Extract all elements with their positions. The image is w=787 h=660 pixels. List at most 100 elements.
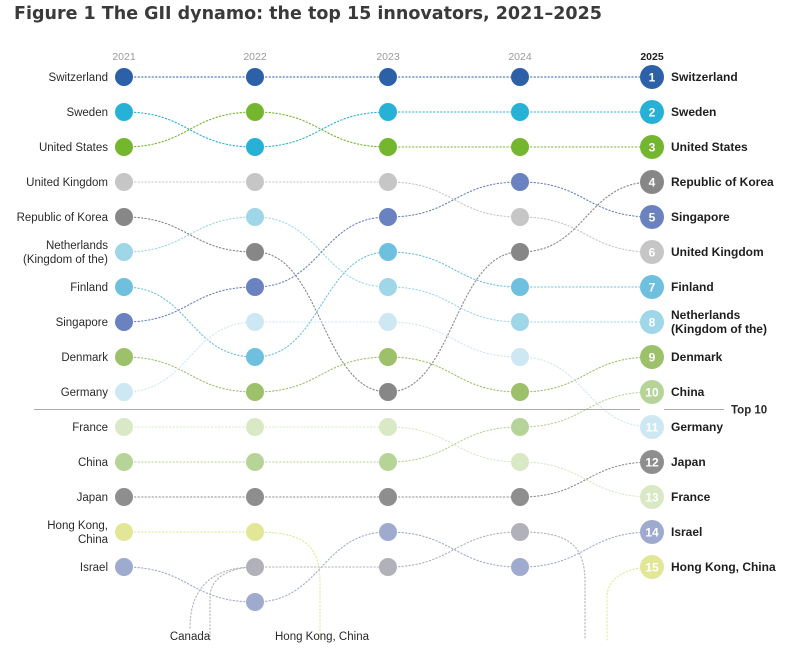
link-united-states-2022: [254, 111, 389, 148]
dot-singapore-2022[interactable]: [246, 278, 264, 296]
link-france-2024: [519, 461, 653, 498]
dot-switzerland-2021[interactable]: [115, 68, 133, 86]
dot-japan-2023[interactable]: [379, 488, 397, 506]
left-label-germany: Germany: [61, 387, 109, 399]
dot-netherlands-kingdom-of-the-2023[interactable]: [379, 278, 397, 296]
rank-denmark: 9: [649, 350, 656, 364]
dot-finland-2023[interactable]: [379, 243, 397, 261]
dot-sweden-2025[interactable]: [640, 100, 664, 124]
connector-lines: [123, 76, 653, 641]
dot-japan-2022[interactable]: [246, 488, 264, 506]
link-singapore-2024: [519, 181, 653, 218]
dot-denmark-2021[interactable]: [115, 348, 133, 366]
dot-sweden-2022[interactable]: [246, 138, 264, 156]
dot-united-kingdom-2022[interactable]: [246, 173, 264, 191]
left-label-united-kingdom: United Kingdom: [26, 177, 108, 189]
dot-hong-kong-china-2021[interactable]: [115, 523, 133, 541]
dot-france-2024[interactable]: [511, 453, 529, 471]
exit-hong-kong-china: [254, 531, 321, 641]
dot-sweden-2024[interactable]: [511, 103, 529, 121]
dot-hong-kong-china-2022[interactable]: [246, 523, 264, 541]
dot-united-kingdom-2025[interactable]: [640, 240, 664, 264]
dot-israel-2023[interactable]: [379, 523, 397, 541]
dot-denmark-2025[interactable]: [640, 345, 664, 369]
dot-united-kingdom-2021[interactable]: [115, 173, 133, 191]
dot-republic-of-korea-2024[interactable]: [511, 243, 529, 261]
dot-finland-2025[interactable]: [640, 275, 664, 299]
dot-united-kingdom-2024[interactable]: [511, 208, 529, 226]
dot-france-2023[interactable]: [379, 418, 397, 436]
dot-united-states-2021[interactable]: [115, 138, 133, 156]
dot-hong-kong-china-2025[interactable]: [640, 555, 664, 579]
dot-china-2025[interactable]: [640, 380, 664, 404]
dot-germany-2025[interactable]: [640, 415, 664, 439]
rank-finland: 7: [649, 280, 656, 294]
dot-republic-of-korea-2022[interactable]: [246, 243, 264, 261]
link-united-states-2021: [123, 111, 256, 148]
dot-republic-of-korea-2025[interactable]: [640, 170, 664, 194]
dot-canada-2024[interactable]: [511, 523, 529, 541]
dot-singapore-2024[interactable]: [511, 173, 529, 191]
dot-japan-2021[interactable]: [115, 488, 133, 506]
dot-netherlands-kingdom-of-the-2024[interactable]: [511, 313, 529, 331]
dot-china-2023[interactable]: [379, 453, 397, 471]
dot-china-2021[interactable]: [115, 453, 133, 471]
dot-republic-of-korea-2023[interactable]: [379, 383, 397, 401]
link-france-2023: [387, 426, 521, 463]
dot-france-2021[interactable]: [115, 418, 133, 436]
exit-canada: [519, 531, 586, 641]
dot-sweden-2023[interactable]: [379, 103, 397, 121]
dot-china-2024[interactable]: [511, 418, 529, 436]
left-label-netherlands-kingdom-of-the: Netherlands (Kingdom of the): [23, 240, 108, 266]
dot-republic-of-korea-2021[interactable]: [115, 208, 133, 226]
dot-denmark-2024[interactable]: [511, 383, 529, 401]
dot-united-states-2023[interactable]: [379, 138, 397, 156]
dot-france-2022[interactable]: [246, 418, 264, 436]
link-germany-2021: [123, 321, 256, 393]
dot-switzerland-2023[interactable]: [379, 68, 397, 86]
dot-united-states-2024[interactable]: [511, 138, 529, 156]
dot-japan-2025[interactable]: [640, 450, 664, 474]
dot-denmark-2022[interactable]: [246, 383, 264, 401]
dot-united-states-2022[interactable]: [246, 103, 264, 121]
dot-finland-2024[interactable]: [511, 278, 529, 296]
link-singapore-2023: [387, 181, 521, 218]
rank-germany: 11: [646, 420, 659, 434]
dot-israel-2025[interactable]: [640, 520, 664, 544]
dot-singapore-2023[interactable]: [379, 208, 397, 226]
right-label-republic-of-korea: Republic of Korea: [671, 175, 774, 189]
dot-canada-2023[interactable]: [379, 558, 397, 576]
dot-germany-2023[interactable]: [379, 313, 397, 331]
dot-united-kingdom-2023[interactable]: [379, 173, 397, 191]
left-label-israel: Israel: [80, 562, 108, 574]
rank-republic-of-korea: 4: [649, 175, 656, 189]
dot-netherlands-kingdom-of-the-2025[interactable]: [640, 310, 664, 334]
rank-united-kingdom: 6: [649, 245, 656, 259]
dot-germany-2022[interactable]: [246, 313, 264, 331]
dot-israel-2024[interactable]: [511, 558, 529, 576]
dot-finland-2021[interactable]: [115, 278, 133, 296]
dot-netherlands-kingdom-of-the-2022[interactable]: [246, 208, 264, 226]
link-singapore-2022: [254, 216, 389, 288]
left-label-france: France: [72, 422, 108, 434]
dot-switzerland-2024[interactable]: [511, 68, 529, 86]
dot-singapore-2025[interactable]: [640, 205, 664, 229]
dot-germany-2024[interactable]: [511, 348, 529, 366]
dot-japan-2024[interactable]: [511, 488, 529, 506]
dot-united-states-2025[interactable]: [640, 135, 664, 159]
dot-sweden-2021[interactable]: [115, 103, 133, 121]
dot-denmark-2023[interactable]: [379, 348, 397, 366]
dot-finland-2022[interactable]: [246, 348, 264, 366]
entry-canada: [189, 566, 256, 629]
dot-israel-2021[interactable]: [115, 558, 133, 576]
dot-singapore-2021[interactable]: [115, 313, 133, 331]
dot-germany-2021[interactable]: [115, 383, 133, 401]
dot-netherlands-kingdom-of-the-2021[interactable]: [115, 243, 133, 261]
dot-switzerland-2022[interactable]: [246, 68, 264, 86]
dot-france-2025[interactable]: [640, 485, 664, 509]
dot-switzerland-2025[interactable]: [640, 65, 664, 89]
right-label-france: France: [671, 490, 711, 504]
dot-israel-2022[interactable]: [246, 593, 264, 611]
dot-canada-2022[interactable]: [246, 558, 264, 576]
dot-china-2022[interactable]: [246, 453, 264, 471]
